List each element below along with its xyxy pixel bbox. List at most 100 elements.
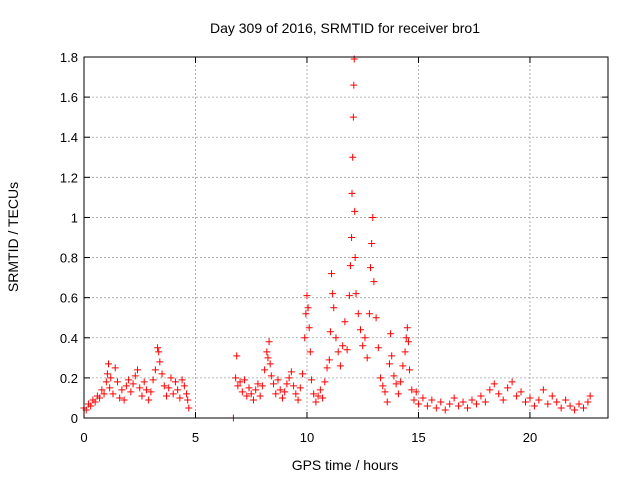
data-point xyxy=(171,378,179,386)
y-tick-label: 1.4 xyxy=(60,130,78,145)
data-point xyxy=(557,404,565,412)
data-point xyxy=(369,213,377,221)
data-point xyxy=(140,378,148,386)
data-point xyxy=(105,360,113,368)
chart-title: Day 309 of 2016, SRMTID for receiver bro… xyxy=(210,20,480,36)
x-axis: 0 5 10 15 20 xyxy=(80,57,537,445)
data-point xyxy=(167,374,175,382)
data-point xyxy=(303,292,311,300)
data-point xyxy=(399,362,407,370)
data-point xyxy=(256,392,264,400)
data-point xyxy=(379,382,387,390)
data-point xyxy=(374,344,382,352)
data-point xyxy=(530,402,538,410)
data-point xyxy=(245,384,253,392)
data-point xyxy=(499,396,507,404)
data-point xyxy=(408,386,416,394)
data-point xyxy=(238,388,246,396)
y-tick-label: 1.2 xyxy=(60,170,78,185)
data-point xyxy=(234,382,242,390)
data-point xyxy=(419,394,427,402)
data-point xyxy=(370,278,378,286)
data-point xyxy=(296,384,304,392)
data-point xyxy=(127,388,135,396)
data-point xyxy=(348,189,356,197)
data-point xyxy=(323,364,331,372)
data-point xyxy=(361,334,369,342)
data-point xyxy=(261,366,269,374)
data-point xyxy=(314,392,322,400)
data-point xyxy=(142,386,150,394)
data-point xyxy=(145,396,153,404)
data-point xyxy=(131,372,139,380)
data-point xyxy=(367,264,375,272)
data-point xyxy=(107,374,115,382)
data-point xyxy=(455,402,463,410)
data-point xyxy=(346,262,354,270)
data-point xyxy=(236,378,244,386)
data-point xyxy=(459,398,467,406)
data-point xyxy=(305,324,313,332)
data-point xyxy=(586,392,594,400)
y-axis-label: SRMTID / TECUs xyxy=(5,182,21,292)
data-point xyxy=(155,348,163,356)
data-point xyxy=(341,318,349,326)
data-point xyxy=(388,352,396,360)
data-point xyxy=(343,346,351,354)
data-point xyxy=(575,400,583,408)
data-point xyxy=(307,376,315,384)
data-point xyxy=(285,374,293,382)
data-point xyxy=(247,390,255,398)
data-point xyxy=(372,314,380,322)
data-point xyxy=(329,290,337,298)
y-tick-label: 1.6 xyxy=(60,90,78,105)
data-point xyxy=(432,404,440,412)
data-point xyxy=(310,390,318,398)
data-point xyxy=(252,386,260,394)
data-point xyxy=(304,304,312,312)
data-point xyxy=(294,396,302,404)
data-point xyxy=(339,342,347,350)
data-point xyxy=(98,386,106,394)
x-tick-label: 20 xyxy=(523,430,537,445)
data-point xyxy=(334,348,342,356)
data-point xyxy=(403,324,411,332)
data-point xyxy=(241,376,249,384)
y-tick-label: 0 xyxy=(71,411,78,426)
data-point xyxy=(571,406,579,414)
data-point xyxy=(138,392,146,400)
data-point xyxy=(325,356,333,364)
data-point xyxy=(176,394,184,402)
data-point xyxy=(122,382,130,390)
data-point xyxy=(151,366,159,374)
data-point xyxy=(404,338,412,346)
data-point xyxy=(490,380,498,388)
data-point xyxy=(330,304,338,312)
data-point xyxy=(290,382,298,390)
data-point xyxy=(116,394,124,402)
data-point xyxy=(165,384,173,392)
data-point xyxy=(441,406,449,414)
data-point xyxy=(169,390,177,398)
data-point xyxy=(283,380,291,388)
data-point xyxy=(91,398,99,406)
data-point xyxy=(402,334,410,342)
data-point xyxy=(351,207,359,215)
data-point xyxy=(513,392,521,400)
data-point xyxy=(258,382,266,390)
data-point xyxy=(272,390,280,398)
data-point xyxy=(185,404,193,412)
data-point xyxy=(349,153,357,161)
data-point xyxy=(254,380,262,388)
data-point xyxy=(301,334,309,342)
data-point xyxy=(504,384,512,392)
data-point xyxy=(174,386,182,394)
y-tick-label: 1.8 xyxy=(60,50,78,65)
data-point xyxy=(345,292,353,300)
plot-frame xyxy=(83,56,609,419)
data-point xyxy=(406,366,414,374)
data-point xyxy=(486,386,494,394)
data-point xyxy=(292,390,300,398)
data-point xyxy=(109,390,117,398)
